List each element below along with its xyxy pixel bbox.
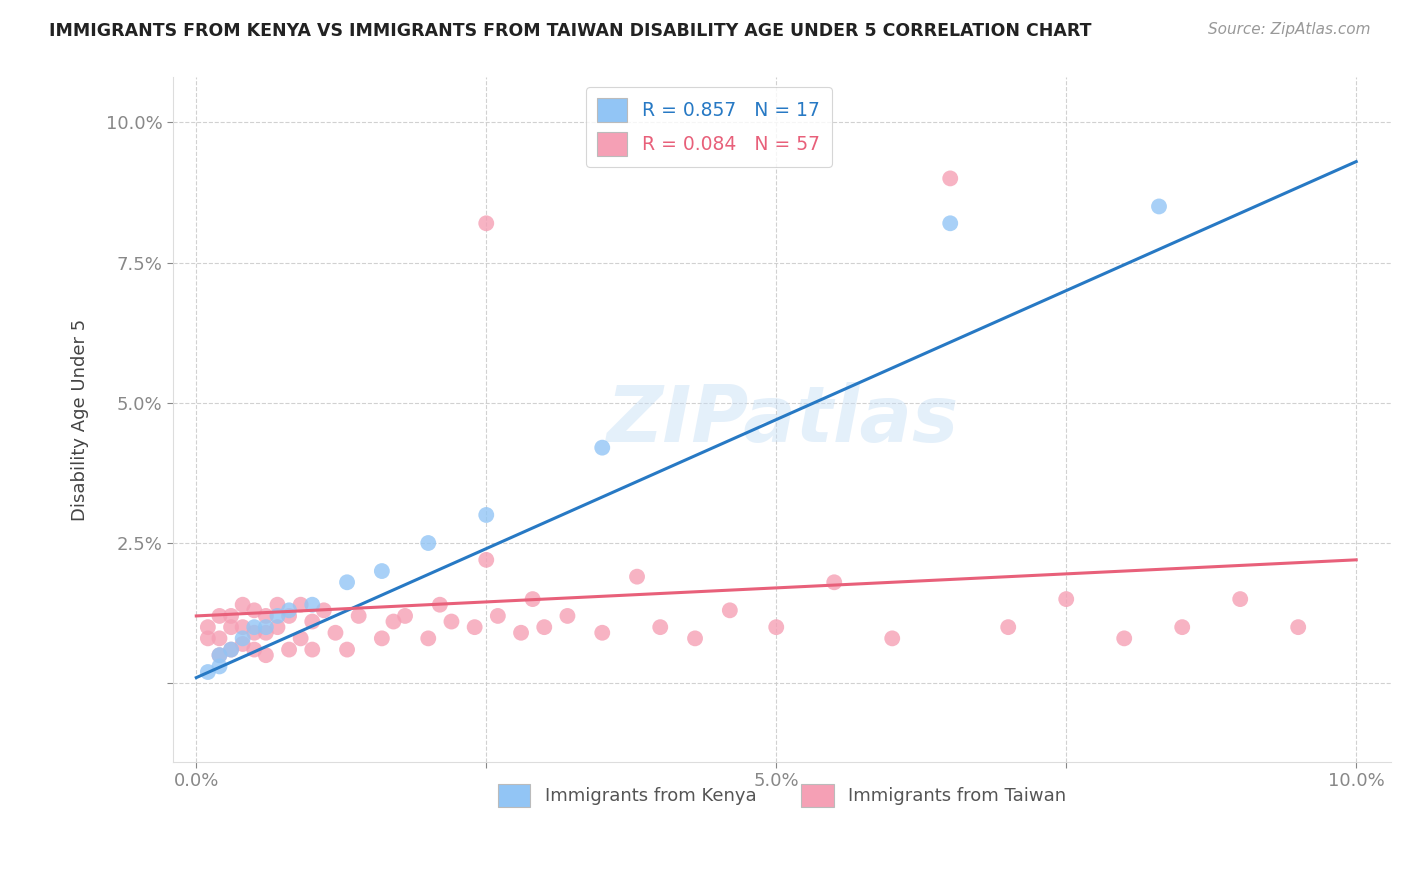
- Point: [197, 665, 219, 679]
- Point: [1114, 632, 1136, 646]
- Point: [278, 603, 301, 617]
- Point: [208, 648, 231, 663]
- Point: [232, 632, 254, 646]
- Point: [939, 216, 962, 230]
- Point: [266, 620, 288, 634]
- Point: [475, 508, 498, 522]
- Point: [232, 637, 254, 651]
- Point: [219, 620, 242, 634]
- Point: [683, 632, 706, 646]
- Point: [464, 620, 486, 634]
- Point: [336, 642, 359, 657]
- Point: [1286, 620, 1309, 634]
- Point: [208, 632, 231, 646]
- Point: [336, 575, 359, 590]
- Point: [1147, 199, 1170, 213]
- Point: [208, 659, 231, 673]
- Legend: Immigrants from Kenya, Immigrants from Taiwan: Immigrants from Kenya, Immigrants from T…: [491, 777, 1074, 814]
- Point: [939, 171, 962, 186]
- Point: [418, 632, 440, 646]
- Y-axis label: Disability Age Under 5: Disability Age Under 5: [72, 318, 89, 521]
- Point: [254, 609, 277, 624]
- Point: [1171, 620, 1194, 634]
- Point: [371, 632, 394, 646]
- Point: [266, 609, 288, 624]
- Point: [301, 598, 323, 612]
- Point: [219, 609, 242, 624]
- Point: [254, 625, 277, 640]
- Point: [208, 609, 231, 624]
- Point: [650, 620, 672, 634]
- Point: [371, 564, 394, 578]
- Point: [382, 615, 405, 629]
- Point: [1054, 592, 1077, 607]
- Point: [197, 620, 219, 634]
- Point: [557, 609, 579, 624]
- Point: [347, 609, 370, 624]
- Text: Source: ZipAtlas.com: Source: ZipAtlas.com: [1208, 22, 1371, 37]
- Point: [325, 625, 347, 640]
- Point: [510, 625, 533, 640]
- Point: [232, 620, 254, 634]
- Point: [486, 609, 509, 624]
- Point: [591, 625, 613, 640]
- Point: [208, 648, 231, 663]
- Point: [243, 603, 266, 617]
- Point: [533, 620, 555, 634]
- Point: [765, 620, 787, 634]
- Point: [254, 620, 277, 634]
- Text: ZIPatlas: ZIPatlas: [606, 382, 957, 458]
- Point: [243, 620, 266, 634]
- Point: [290, 632, 312, 646]
- Point: [254, 648, 277, 663]
- Point: [312, 603, 335, 617]
- Point: [232, 598, 254, 612]
- Point: [626, 569, 648, 583]
- Point: [266, 598, 288, 612]
- Point: [591, 441, 613, 455]
- Point: [278, 642, 301, 657]
- Point: [278, 609, 301, 624]
- Point: [1229, 592, 1251, 607]
- Point: [219, 642, 242, 657]
- Point: [440, 615, 463, 629]
- Point: [219, 642, 242, 657]
- Point: [243, 642, 266, 657]
- Point: [718, 603, 741, 617]
- Point: [522, 592, 544, 607]
- Point: [301, 642, 323, 657]
- Point: [997, 620, 1019, 634]
- Point: [418, 536, 440, 550]
- Point: [197, 632, 219, 646]
- Point: [429, 598, 451, 612]
- Point: [475, 553, 498, 567]
- Point: [823, 575, 845, 590]
- Point: [243, 625, 266, 640]
- Text: IMMIGRANTS FROM KENYA VS IMMIGRANTS FROM TAIWAN DISABILITY AGE UNDER 5 CORRELATI: IMMIGRANTS FROM KENYA VS IMMIGRANTS FROM…: [49, 22, 1091, 40]
- Point: [301, 615, 323, 629]
- Point: [882, 632, 904, 646]
- Point: [475, 216, 498, 230]
- Point: [394, 609, 416, 624]
- Point: [290, 598, 312, 612]
